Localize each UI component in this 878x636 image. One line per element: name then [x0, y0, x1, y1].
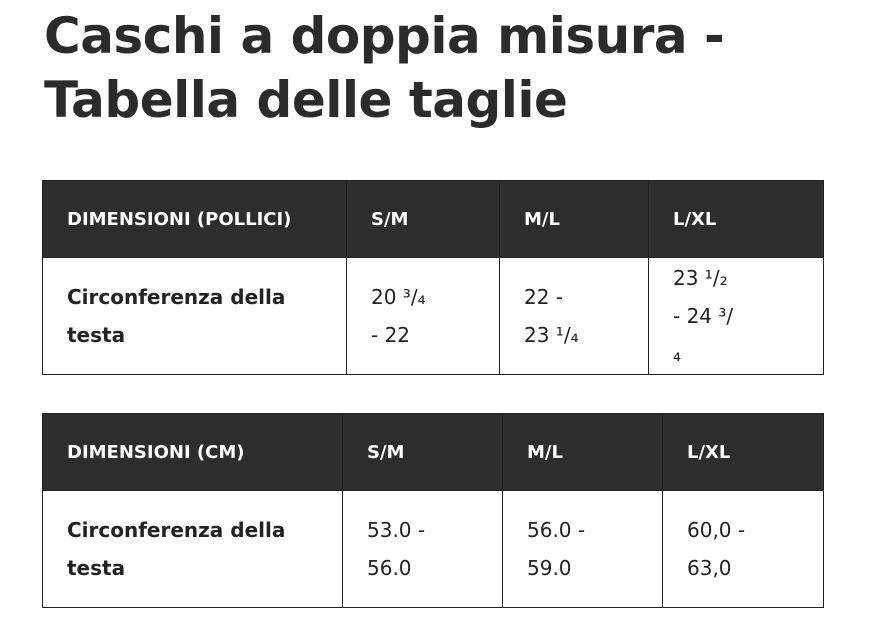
cell-text: 56.0 - 59.0	[527, 518, 586, 580]
cell: 56.0 - 59.0	[502, 490, 663, 608]
cell: 22 - 23 ¹/₄	[499, 257, 649, 375]
cell-text: Circonferenza della testa	[67, 285, 286, 347]
header-row: DIMENSIONI (POLLICI) S/M M/L L/XL	[42, 180, 824, 258]
header-cell: M/L	[502, 413, 663, 491]
header-row: DIMENSIONI (CM) S/M M/L L/XL	[42, 413, 824, 491]
cell-text: 20 ³/₄ - 22	[371, 285, 426, 347]
cell-text: 23 ¹/₂ - 24 ³/₄	[673, 266, 734, 366]
cell: 20 ³/₄ - 22	[346, 257, 500, 375]
header-cell: S/M	[342, 413, 503, 491]
size-table: DIMENSIONI (POLLICI) S/M M/L L/XL Circon…	[42, 180, 824, 375]
cell: 53.0 - 56.0	[342, 490, 503, 608]
cell-text: Circonferenza della testa	[67, 518, 286, 580]
body-row: Circonferenza della testa 20 ³/₄ - 22 22…	[42, 257, 824, 375]
size-table: DIMENSIONI (CM) S/M M/L L/XL Circonferen…	[42, 413, 824, 608]
page-title: Caschi a doppia misura - Tabella delle t…	[44, 7, 725, 129]
cell: 60,0 - 63,0	[662, 490, 824, 608]
header-cell: L/XL	[662, 413, 824, 491]
header-cell: L/XL	[648, 180, 824, 258]
body-row: Circonferenza della testa 53.0 - 56.0 56…	[42, 490, 824, 608]
header-cell: M/L	[499, 180, 649, 258]
row-label: Circonferenza della testa	[42, 257, 347, 375]
cell-text: 60,0 - 63,0	[687, 518, 746, 580]
cell-text: 22 - 23 ¹/₄	[524, 285, 579, 347]
header-cell: DIMENSIONI (POLLICI)	[42, 180, 347, 258]
cell: 23 ¹/₂ - 24 ³/₄	[648, 257, 824, 375]
cell-text: 53.0 - 56.0	[367, 518, 426, 580]
header-cell: DIMENSIONI (CM)	[42, 413, 343, 491]
row-label: Circonferenza della testa	[42, 490, 343, 608]
header-cell: S/M	[346, 180, 500, 258]
